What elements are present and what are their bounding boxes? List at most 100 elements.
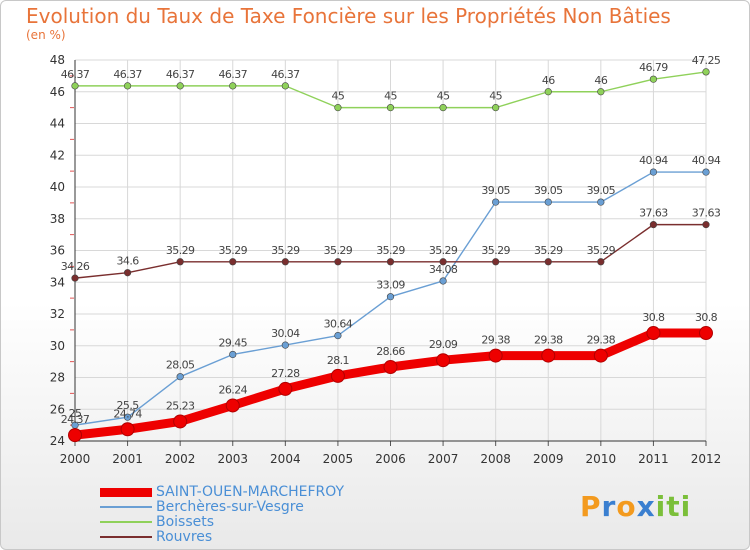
data-point [68, 428, 82, 443]
data-point [173, 414, 188, 429]
data-label: 28.1 [327, 354, 349, 367]
proxiti-logo: Proxiti [580, 490, 691, 523]
data-point [439, 277, 447, 285]
y-tick-label: 42 [50, 148, 65, 162]
data-label: 39.05 [481, 184, 510, 197]
data-point [330, 368, 345, 383]
data-point [544, 88, 552, 96]
data-point [702, 221, 710, 229]
data-point [334, 331, 342, 340]
data-label: 40.94 [692, 154, 721, 167]
data-label: 46.37 [61, 68, 90, 81]
data-point [176, 82, 184, 90]
legend-label: Rouvres [156, 529, 213, 545]
y-tick-label: 30 [50, 339, 65, 353]
data-point [702, 68, 710, 76]
chart-subtitle: (en %) [26, 28, 66, 42]
logo-letter: i [655, 490, 667, 523]
data-label: 45 [384, 90, 397, 103]
x-tick-label: 2005 [323, 452, 354, 466]
y-tick-label: 40 [50, 180, 65, 194]
data-label: 30.8 [642, 311, 665, 324]
data-label: 29.45 [219, 336, 248, 349]
data-point [597, 88, 605, 96]
data-point [120, 422, 135, 437]
x-tick-label: 2006 [375, 452, 406, 466]
x-tick-label: 2008 [480, 452, 511, 466]
x-tick-label: 2002 [165, 452, 196, 466]
data-label: 25 [69, 407, 82, 420]
y-tick-label: 28 [50, 371, 65, 385]
data-point [439, 258, 447, 266]
data-label: 30.04 [271, 327, 300, 340]
y-tick-label: 46 [50, 85, 65, 99]
x-tick-label: 2007 [428, 452, 459, 466]
data-label: 35.29 [271, 244, 300, 257]
legend-label: SAINT-OUEN-MARCHEFROY [156, 484, 345, 500]
data-point [699, 326, 713, 341]
series-0: 24.37 24.74 25.23 26.24 27.28 28.1 28.66 29.09 2… [61, 311, 718, 443]
data-point [281, 341, 289, 349]
data-point [593, 348, 608, 363]
data-point [334, 258, 342, 266]
data-point [439, 104, 447, 112]
data-point [123, 269, 132, 277]
data-label: 28.05 [166, 359, 195, 372]
data-label: 35.29 [324, 244, 353, 257]
chart-axes: 24 26 28 30 32 34 36 38 40 42 44 46 48 2000 2001 2002 20… [50, 53, 722, 466]
data-point [492, 198, 500, 206]
data-label: 37.63 [639, 207, 668, 220]
x-tick-label: 2004 [270, 452, 301, 466]
data-point [386, 104, 395, 112]
data-label: 34.08 [429, 263, 458, 276]
y-tick-label: 26 [50, 402, 65, 416]
data-point [541, 348, 556, 363]
data-point [71, 82, 79, 90]
data-point [176, 373, 184, 381]
data-label: 35.29 [429, 244, 458, 257]
logo-letter: t [666, 490, 681, 523]
data-point [544, 198, 552, 206]
data-label: 39.05 [534, 184, 563, 197]
legend-label: Boissets [156, 514, 215, 530]
data-label: 25.23 [166, 399, 195, 412]
data-label: 34.6 [117, 255, 140, 268]
data-label: 46.37 [219, 68, 248, 81]
data-label: 30.64 [324, 318, 353, 331]
data-label: 25.5 [117, 399, 140, 412]
logo-letter: x [636, 490, 656, 523]
series-1: 25 25.5 28.05 29.45 30.04 30.64 33.09 34.08 39.0… [69, 154, 721, 429]
data-label: 46.37 [113, 68, 142, 81]
logo-letter: o [616, 490, 637, 523]
data-label: 40.94 [639, 154, 668, 167]
data-point [488, 348, 503, 363]
y-tick-label: 36 [50, 244, 65, 258]
x-tick-label: 2011 [638, 452, 669, 466]
data-label: 46.37 [166, 68, 195, 81]
y-tick-label: 24 [50, 434, 65, 448]
y-tick-label: 34 [50, 275, 65, 289]
data-label: 47.25 [692, 54, 721, 67]
data-point [71, 274, 79, 282]
data-label: 46.79 [639, 61, 668, 74]
data-point [383, 360, 398, 375]
chart-title: Evolution du Taux de Taxe Foncière sur l… [26, 4, 671, 28]
data-point [229, 258, 237, 266]
legend-item: Berchères-sur-Vesgre [100, 499, 304, 515]
y-tick-label: 38 [50, 212, 65, 226]
logo-letter: P [580, 490, 602, 523]
legend-swatch [100, 536, 152, 538]
data-label: 35.29 [219, 244, 248, 257]
data-label: 35.29 [481, 244, 510, 257]
y-tick-label: 44 [50, 117, 65, 131]
data-label: 35.29 [534, 244, 563, 257]
data-label: 37.63 [692, 207, 721, 220]
logo-letter: r [601, 490, 617, 523]
data-label: 33.09 [376, 279, 405, 292]
x-tick-label: 2010 [586, 452, 617, 466]
chart-series: 25 25.5 28.05 29.45 30.04 30.64 33.09 34.08 39.0… [61, 54, 721, 443]
data-label: 24.37 [61, 413, 90, 426]
data-point [176, 258, 184, 266]
data-label: 39.05 [587, 184, 616, 197]
data-point [649, 221, 658, 229]
